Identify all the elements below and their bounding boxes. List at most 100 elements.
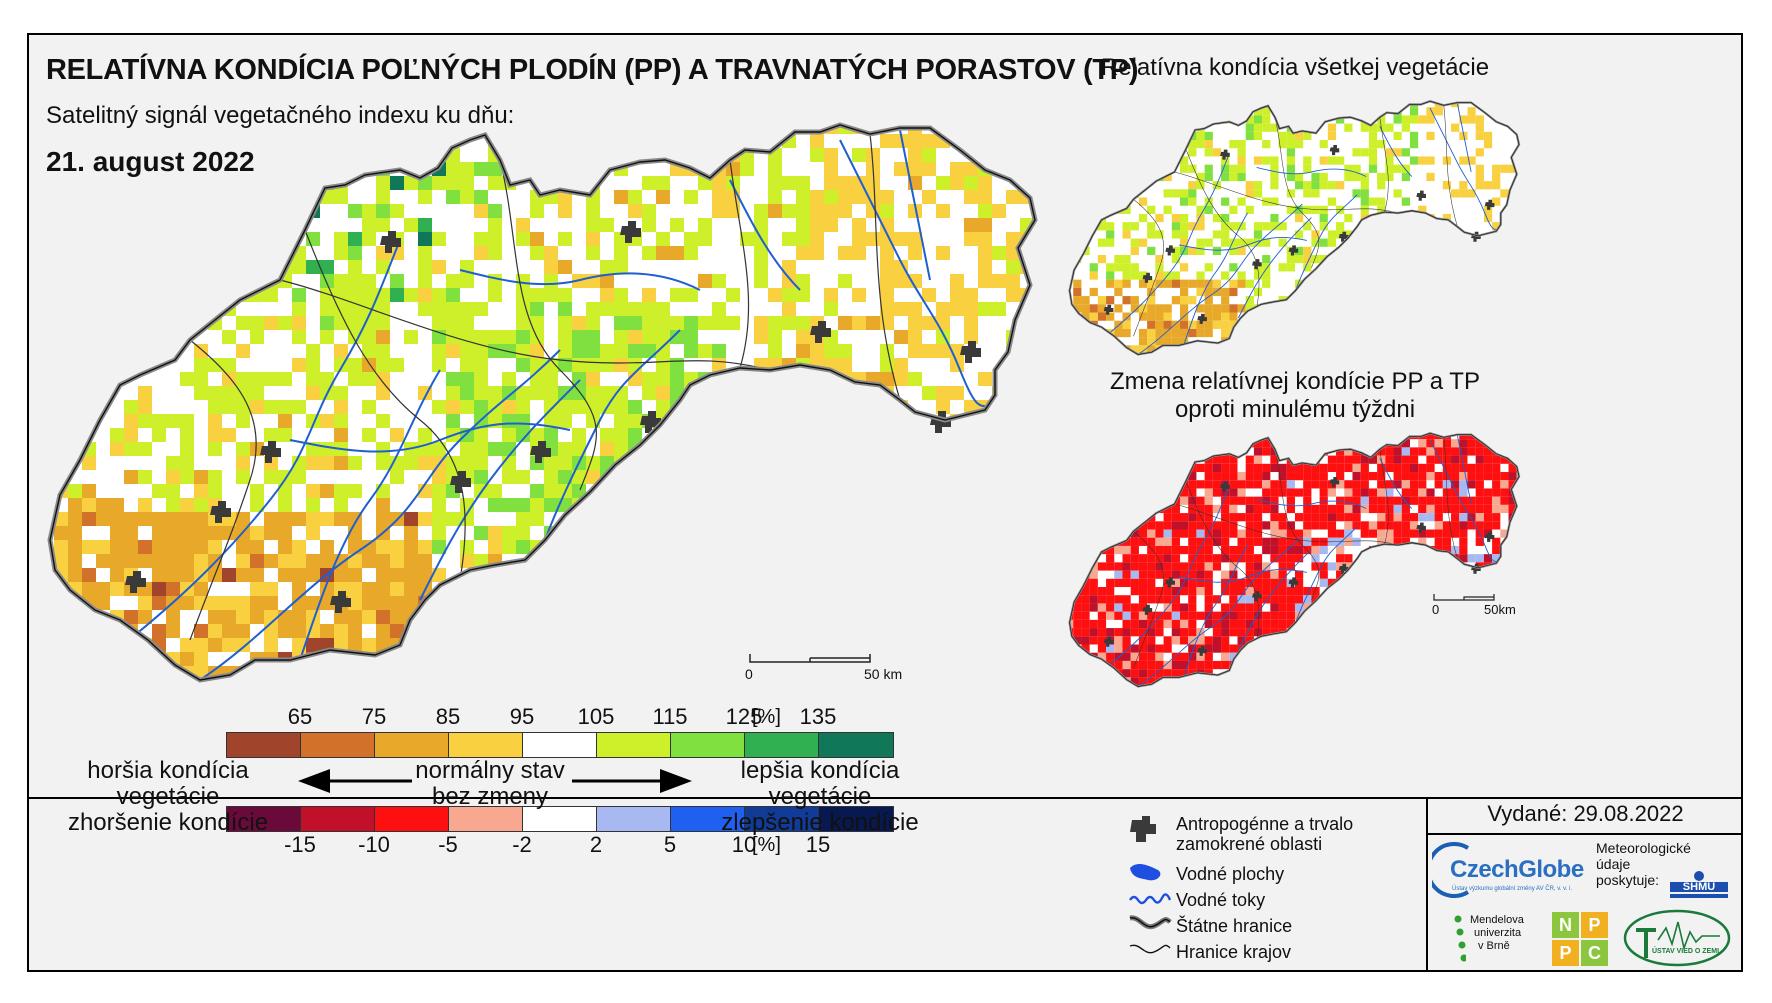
row-cond-swatch xyxy=(301,733,375,757)
small-scalebar xyxy=(1433,594,1495,601)
row-change-swatch xyxy=(597,807,671,831)
urban-area-icon xyxy=(1130,816,1156,842)
legend-region-border: Hranice krajov xyxy=(1176,942,1292,962)
meteo-line3: poskytuje: xyxy=(1596,872,1660,888)
river-line xyxy=(1456,435,1472,505)
normal-caption: normálny stav bez zmeny xyxy=(408,758,572,810)
row-cond-swatch xyxy=(819,733,893,757)
river-line xyxy=(199,349,561,680)
ticks-bottom-label: 2 xyxy=(589,832,603,857)
condition-color-scale xyxy=(226,732,894,758)
czechglobe-logo: CzechGlobe Ústav výzkumu globální změny … xyxy=(1432,842,1594,902)
row-change-swatch xyxy=(745,807,819,831)
region-border-line xyxy=(499,159,597,491)
row-cond-swatch xyxy=(523,733,597,757)
region-border-line xyxy=(1185,481,1260,641)
row-change-swatch xyxy=(375,807,449,831)
urban-area xyxy=(1416,522,1426,533)
all-vegetation-map xyxy=(1068,100,1521,356)
row-change-swatch xyxy=(449,807,523,831)
urban-area xyxy=(620,221,641,243)
ticks-bottom-label: 5 xyxy=(663,832,677,857)
mendel-line2: univerzita xyxy=(1474,927,1522,939)
shmu-logo-text: SHMÚ xyxy=(1682,881,1716,893)
change-color-scale xyxy=(226,806,894,832)
main-scalebar xyxy=(749,654,871,663)
region-border-line xyxy=(1133,199,1164,337)
row-cond-swatch xyxy=(375,733,449,757)
river-line xyxy=(1137,203,1303,355)
row-change-swatch xyxy=(301,807,375,831)
region-border-line xyxy=(869,133,901,401)
side-map-bottom-title-line1: Zmena relatívnej kondície PP a TP xyxy=(1110,368,1480,395)
worse-caption-line2: zhoršenie kondície xyxy=(67,809,269,836)
region-border-line xyxy=(1443,105,1458,227)
urban-area xyxy=(1142,272,1153,283)
region-border-line xyxy=(1174,503,1399,546)
urban-area xyxy=(380,231,401,253)
urban-area xyxy=(1103,304,1114,315)
ticks-top-label: 85 xyxy=(435,704,461,729)
row-change-swatch xyxy=(671,807,745,831)
urban-area xyxy=(1220,149,1230,160)
shmu-logo: SHMÚ xyxy=(1668,868,1730,900)
urban-area xyxy=(960,341,981,363)
small-scalebar-start: 0 xyxy=(1432,602,1440,617)
ticks-bottom-label: -10 xyxy=(358,832,390,857)
river-line xyxy=(1429,439,1504,564)
ticks-top-label: 75 xyxy=(361,704,387,729)
side-map-bottom-title-line2: oproti minulému týždni xyxy=(1174,396,1416,423)
legend-urban-line2: zamokrené oblasti xyxy=(1176,834,1323,854)
page-title: RELATÍVNA KONDÍCIA POĽNÝCH PLODÍN (PP) A… xyxy=(46,54,1139,86)
river-line xyxy=(299,369,441,661)
main-condition-map xyxy=(47,122,1038,683)
nppc-logo: N P P C xyxy=(1552,912,1608,966)
worse-caption: horšia kondícia vegetácie zhoršenie kond… xyxy=(38,758,298,836)
row-cond-swatch xyxy=(449,733,523,757)
mendel-logo: Mendelova univerzita v Brně xyxy=(1452,912,1532,968)
urban-area xyxy=(210,501,231,523)
czechglobe-logo-subtext: Ústav výzkumu globální změny AV ČR, v. v… xyxy=(1452,886,1573,892)
river-line xyxy=(1237,549,1312,651)
river-line xyxy=(1183,212,1248,346)
row-cond-swatch xyxy=(745,733,819,757)
ticks-bottom-label: -5 xyxy=(438,832,458,857)
ticks-top-label: 105 xyxy=(577,704,615,729)
ticks-bottom-label: -2 xyxy=(512,832,532,857)
meteo-line1: Meteorologické xyxy=(1596,840,1691,856)
uvz-logo: ÚSTAV VIED O ZEMI xyxy=(1622,908,1732,968)
side-map-top-title: Relatívna kondícia všetkej vegetácie xyxy=(1100,54,1490,81)
ticks-top-label: 95 xyxy=(509,704,535,729)
ticks-top-label: 115 xyxy=(652,704,688,729)
small-scalebar-end: 50km xyxy=(1484,602,1516,617)
river-icon xyxy=(1129,893,1172,905)
date-label: 21. august 2022 xyxy=(46,146,255,177)
row-change-swatch xyxy=(523,807,597,831)
nppc-c: C xyxy=(1581,940,1608,966)
urban-area xyxy=(1484,199,1495,210)
weekly-change-map xyxy=(1068,432,1521,688)
row-cond-swatch xyxy=(597,733,671,757)
region-border-line xyxy=(1174,171,1399,214)
region-border-line xyxy=(1274,117,1320,268)
river-line xyxy=(1295,194,1358,291)
better-caption-line1: lepšia kondícia vegetácie xyxy=(740,757,900,810)
river-line xyxy=(729,179,801,291)
region-border-line xyxy=(1274,449,1320,600)
state-border-line xyxy=(1069,432,1520,687)
page-subtitle: Satelitný signál vegetačného indexu ku d… xyxy=(46,102,515,129)
region-border-icon xyxy=(1129,944,1171,954)
arrow-right-icon xyxy=(572,769,692,793)
issued-date: Vydané: 29.08.2022 xyxy=(1487,801,1684,826)
river-line xyxy=(1237,217,1312,319)
row-change-swatch xyxy=(227,807,301,831)
region-border-line xyxy=(1443,437,1458,559)
river-line xyxy=(1379,458,1413,509)
ticks-bottom-label: -15 xyxy=(284,832,316,857)
river-line xyxy=(1456,103,1472,173)
river-line xyxy=(1295,526,1358,623)
state-border-line xyxy=(49,124,1036,681)
mendel-line3: v Brně xyxy=(1478,940,1510,952)
urban-area xyxy=(1142,604,1153,615)
river-line xyxy=(1183,544,1248,678)
